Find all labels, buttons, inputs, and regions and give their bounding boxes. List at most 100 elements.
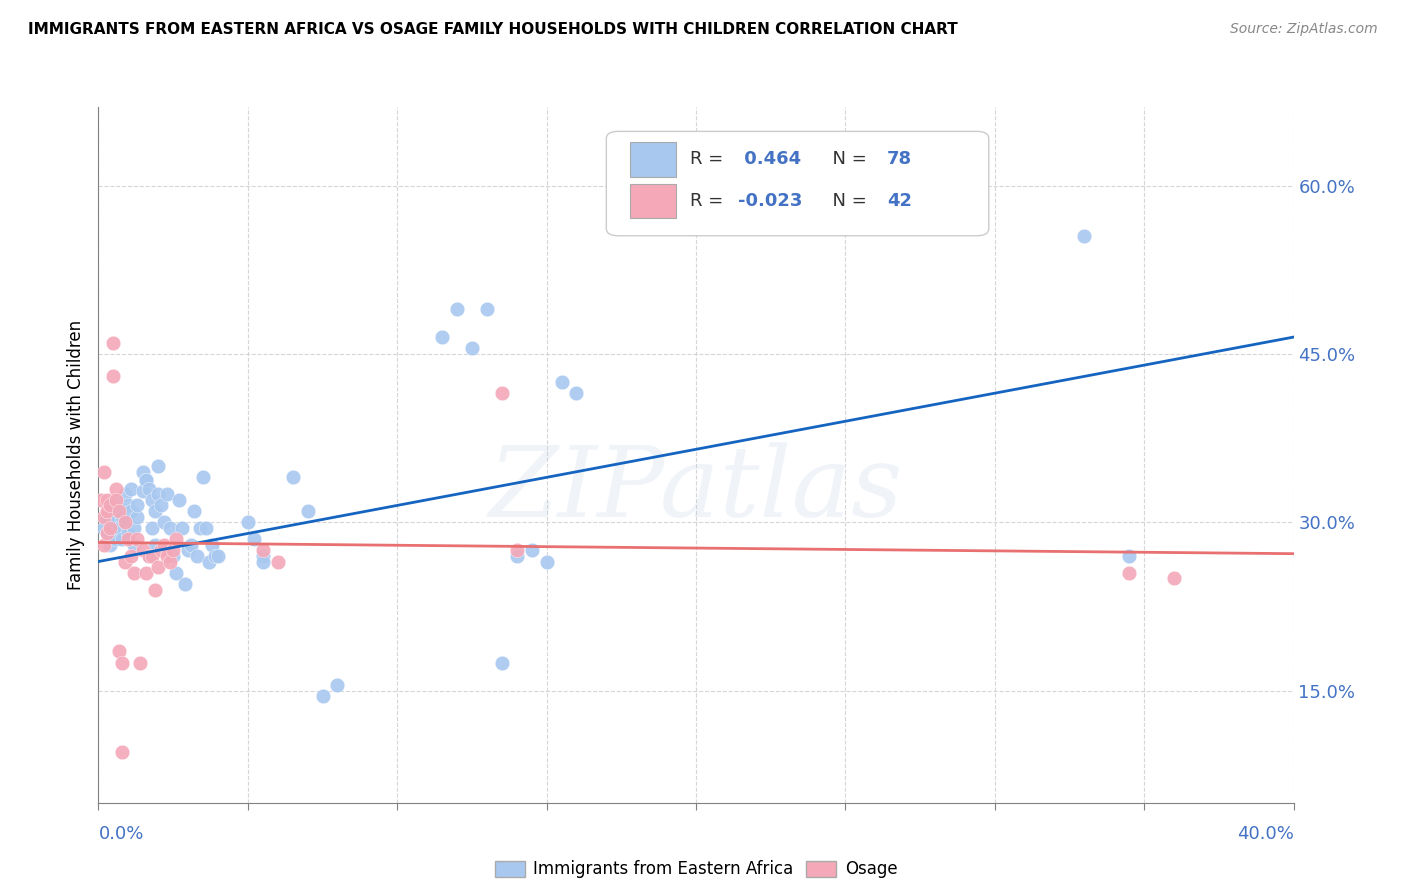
Point — [311, 689, 333, 703]
Point — [165, 532, 187, 546]
Point — [114, 487, 136, 501]
Point — [93, 521, 115, 535]
Point — [93, 465, 115, 479]
Point — [565, 386, 588, 401]
Point — [475, 301, 498, 316]
Point — [105, 492, 128, 507]
Point — [96, 526, 118, 541]
Point — [108, 521, 131, 535]
Point — [153, 538, 176, 552]
Point — [124, 521, 146, 535]
Point — [127, 509, 149, 524]
Point — [103, 369, 125, 384]
Point — [135, 473, 157, 487]
Point — [491, 656, 513, 670]
Text: Source: ZipAtlas.com: Source: ZipAtlas.com — [1230, 22, 1378, 37]
Point — [165, 566, 187, 580]
Point — [120, 549, 142, 563]
Point — [162, 543, 184, 558]
Point — [117, 526, 139, 541]
Point — [180, 538, 202, 552]
Point — [520, 543, 543, 558]
Point — [105, 492, 128, 507]
Point — [148, 560, 170, 574]
Point — [138, 549, 160, 563]
Point — [117, 532, 139, 546]
FancyBboxPatch shape — [606, 131, 988, 235]
Point — [536, 555, 558, 569]
Text: 78: 78 — [887, 150, 912, 169]
Point — [135, 566, 157, 580]
Point — [150, 499, 173, 513]
Point — [103, 335, 125, 350]
Text: IMMIGRANTS FROM EASTERN AFRICA VS OSAGE FAMILY HOUSEHOLDS WITH CHILDREN CORRELAT: IMMIGRANTS FROM EASTERN AFRICA VS OSAGE … — [28, 22, 957, 37]
Point — [93, 509, 115, 524]
Point — [191, 470, 214, 484]
Text: N =: N = — [821, 150, 873, 169]
Point — [430, 330, 453, 344]
Point — [96, 504, 118, 518]
Point — [114, 555, 136, 569]
Point — [252, 555, 274, 569]
Point — [506, 543, 529, 558]
Point — [129, 656, 152, 670]
Point — [461, 341, 484, 355]
Point — [156, 549, 179, 563]
Point — [159, 555, 181, 569]
Point — [143, 582, 166, 597]
Point — [114, 515, 136, 529]
Point — [550, 375, 572, 389]
Point — [141, 549, 163, 563]
Point — [127, 499, 149, 513]
Text: 40.0%: 40.0% — [1237, 825, 1294, 843]
Point — [491, 386, 513, 401]
Point — [120, 504, 142, 518]
Point — [120, 482, 142, 496]
Point — [103, 504, 125, 518]
Point — [148, 487, 170, 501]
Point — [96, 509, 118, 524]
Text: R =: R = — [690, 192, 728, 210]
Point — [96, 526, 118, 541]
Point — [132, 543, 155, 558]
Point — [135, 473, 157, 487]
Point — [506, 549, 529, 563]
Point — [143, 538, 166, 552]
Point — [174, 577, 197, 591]
Point — [111, 509, 134, 524]
Point — [138, 549, 160, 563]
Point — [105, 482, 128, 496]
Text: 0.0%: 0.0% — [98, 825, 143, 843]
Point — [124, 538, 146, 552]
Text: -0.023: -0.023 — [738, 192, 803, 210]
FancyBboxPatch shape — [630, 184, 676, 219]
Y-axis label: Family Households with Children: Family Households with Children — [67, 320, 86, 590]
Point — [236, 515, 259, 529]
Point — [143, 504, 166, 518]
Point — [446, 301, 468, 316]
Point — [132, 483, 155, 498]
Point — [100, 499, 122, 513]
Point — [207, 549, 229, 563]
Point — [105, 515, 128, 529]
Point — [162, 549, 184, 563]
Point — [177, 543, 200, 558]
Text: 0.464: 0.464 — [738, 150, 801, 169]
Point — [108, 504, 131, 518]
Point — [281, 470, 304, 484]
Point — [1118, 549, 1140, 563]
Point — [188, 521, 211, 535]
Text: 42: 42 — [887, 192, 912, 210]
Point — [172, 521, 194, 535]
Point — [100, 499, 122, 513]
Point — [252, 543, 274, 558]
Legend: Immigrants from Eastern Africa, Osage: Immigrants from Eastern Africa, Osage — [488, 854, 904, 885]
Point — [201, 538, 224, 552]
Point — [96, 492, 118, 507]
Point — [111, 745, 134, 759]
Point — [114, 515, 136, 529]
Point — [156, 487, 179, 501]
Point — [127, 532, 149, 546]
Point — [1118, 566, 1140, 580]
Point — [252, 549, 274, 563]
